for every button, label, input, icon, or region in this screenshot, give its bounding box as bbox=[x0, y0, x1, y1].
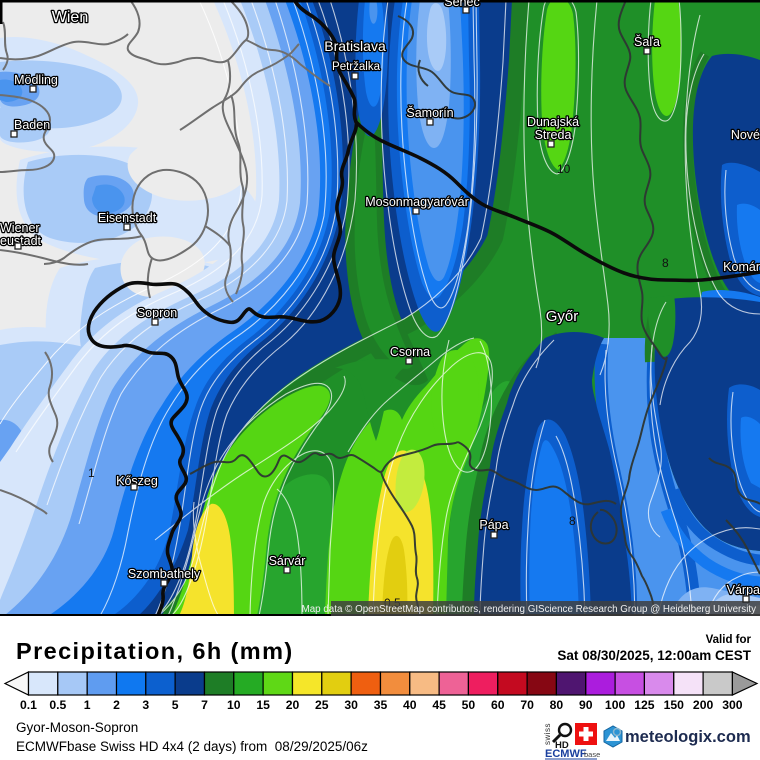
svg-text:Baden: Baden bbox=[14, 118, 50, 132]
svg-text:200: 200 bbox=[693, 698, 714, 712]
svg-text:90: 90 bbox=[579, 698, 593, 712]
svg-text:8: 8 bbox=[569, 514, 576, 528]
svg-text:Eisenstadt: Eisenstadt bbox=[98, 211, 157, 225]
svg-text:0.5: 0.5 bbox=[49, 698, 66, 712]
svg-text:ECMWF: ECMWF bbox=[545, 748, 587, 760]
svg-text:eustadt: eustadt bbox=[0, 234, 42, 248]
svg-text:Sárvár: Sárvár bbox=[269, 554, 306, 568]
svg-text:Várpa: Várpa bbox=[727, 583, 760, 597]
svg-text:0.1: 0.1 bbox=[20, 698, 37, 712]
svg-text:2: 2 bbox=[113, 698, 120, 712]
svg-text:meteologix.com: meteologix.com bbox=[625, 728, 751, 746]
svg-text:Streda: Streda bbox=[535, 128, 572, 142]
svg-text:100: 100 bbox=[605, 698, 626, 712]
svg-text:8: 8 bbox=[662, 256, 669, 270]
svg-text:50: 50 bbox=[462, 698, 476, 712]
svg-text:5: 5 bbox=[172, 698, 179, 712]
svg-text:Dunajská: Dunajská bbox=[527, 115, 579, 129]
svg-text:40: 40 bbox=[403, 698, 417, 712]
svg-text:base: base bbox=[584, 750, 600, 759]
svg-text:Pápa: Pápa bbox=[479, 518, 508, 532]
svg-text:30: 30 bbox=[344, 698, 358, 712]
svg-text:7: 7 bbox=[201, 698, 208, 712]
svg-text:Kőszeg: Kőszeg bbox=[116, 474, 158, 488]
svg-text:swiss: swiss bbox=[543, 723, 552, 745]
svg-text:Map data © OpenStreetMap contr: Map data © OpenStreetMap contributors, r… bbox=[302, 604, 757, 615]
svg-text:10: 10 bbox=[557, 162, 571, 176]
svg-text:80: 80 bbox=[550, 698, 564, 712]
svg-text:Nové: Nové bbox=[731, 128, 760, 142]
svg-text:Petržalka: Petržalka bbox=[332, 61, 381, 73]
svg-text:3: 3 bbox=[142, 698, 149, 712]
svg-text:1: 1 bbox=[84, 698, 91, 712]
svg-text:35: 35 bbox=[374, 698, 388, 712]
svg-text:125: 125 bbox=[634, 698, 655, 712]
svg-text:Wien: Wien bbox=[52, 9, 88, 26]
svg-text:300: 300 bbox=[722, 698, 743, 712]
svg-text:Sopron: Sopron bbox=[137, 306, 177, 320]
svg-text:150: 150 bbox=[664, 698, 685, 712]
svg-text:15: 15 bbox=[256, 698, 270, 712]
svg-text:60: 60 bbox=[491, 698, 505, 712]
svg-text:25: 25 bbox=[315, 698, 329, 712]
svg-text:HD: HD bbox=[555, 740, 569, 751]
svg-text:Csorna: Csorna bbox=[390, 345, 430, 359]
svg-text:Komár: Komár bbox=[723, 260, 760, 274]
svg-text:10: 10 bbox=[227, 698, 241, 712]
svg-text:Győr: Győr bbox=[546, 308, 579, 325]
svg-text:Šaľa: Šaľa bbox=[634, 34, 660, 49]
svg-text:Mosonmagyaróvár: Mosonmagyaróvár bbox=[365, 195, 469, 209]
svg-text:Wiener: Wiener bbox=[0, 221, 40, 235]
svg-text:Mödling: Mödling bbox=[14, 73, 58, 87]
svg-text:Šamorín: Šamorín bbox=[406, 105, 453, 120]
svg-text:20: 20 bbox=[286, 698, 300, 712]
svg-text:70: 70 bbox=[520, 698, 534, 712]
svg-text:Bratislava: Bratislava bbox=[324, 38, 386, 54]
svg-text:45: 45 bbox=[432, 698, 446, 712]
svg-text:Szombathely: Szombathely bbox=[128, 567, 201, 581]
svg-text:Senec: Senec bbox=[444, 0, 479, 9]
svg-text:1: 1 bbox=[88, 466, 95, 480]
